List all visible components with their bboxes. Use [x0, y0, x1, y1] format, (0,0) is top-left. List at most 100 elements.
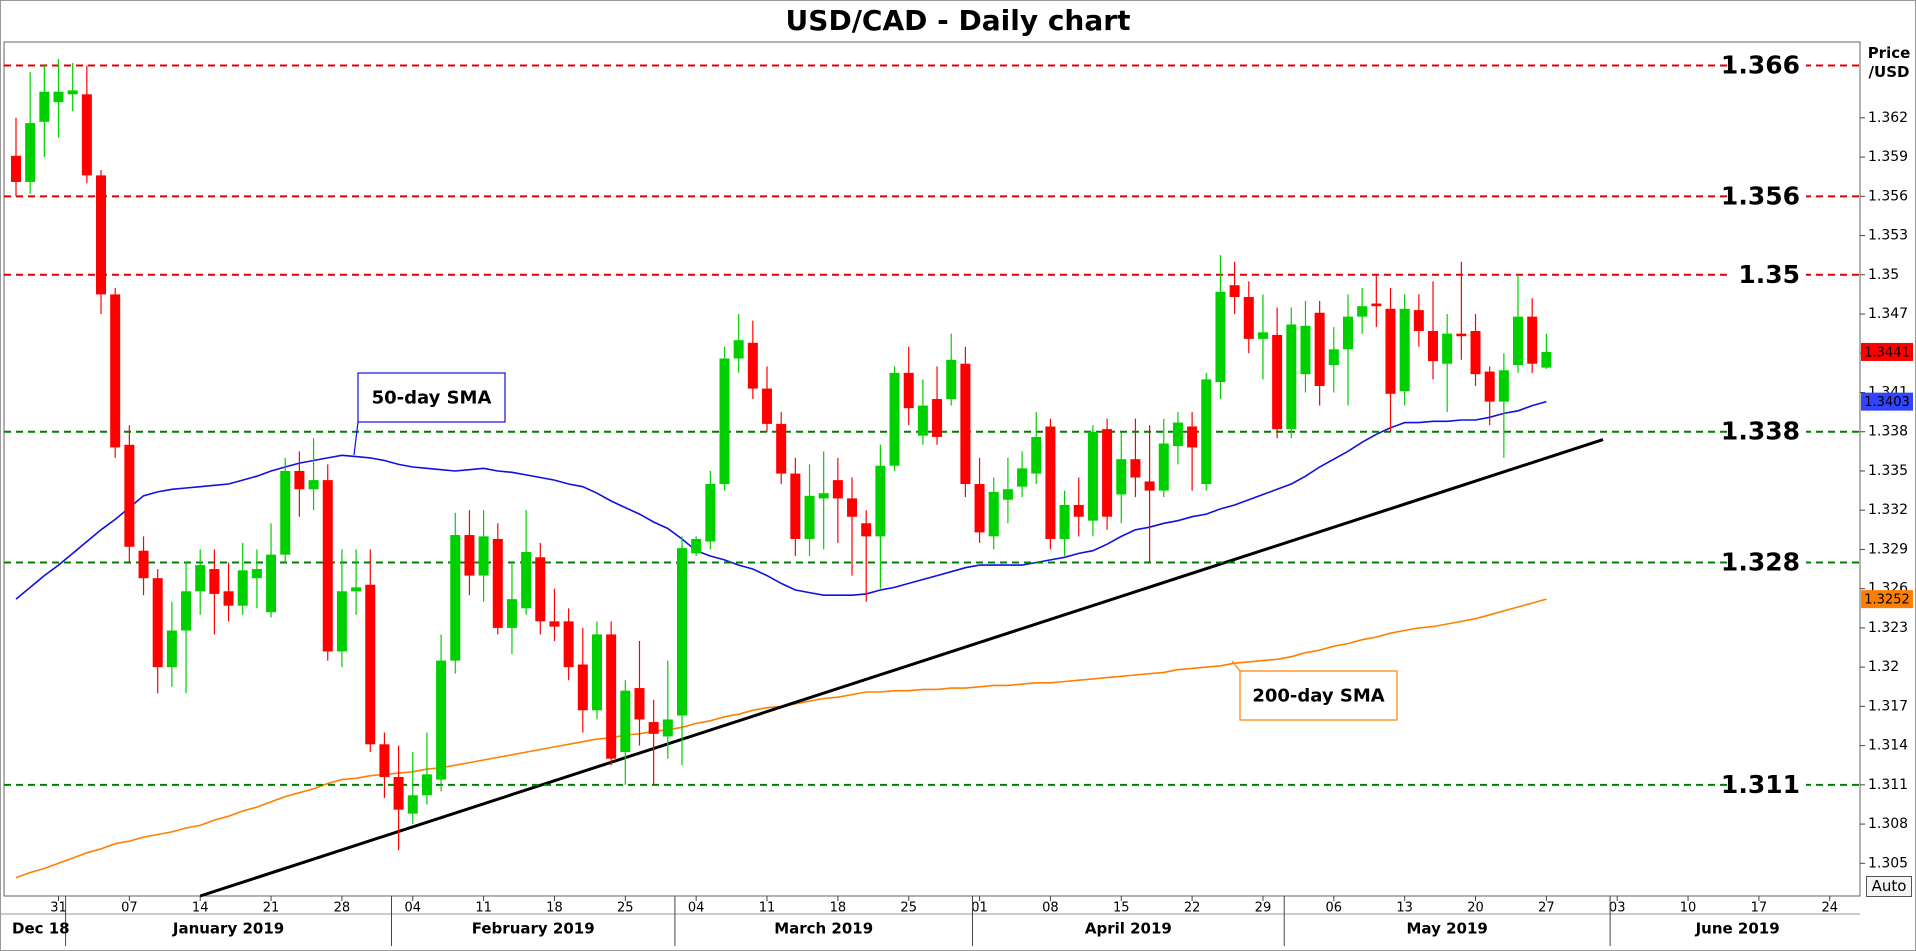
candle-body	[1413, 310, 1424, 332]
y-tick-label: 1.323	[1868, 620, 1908, 636]
candle-body	[974, 484, 985, 533]
candle-body	[691, 538, 702, 554]
candle-body	[11, 155, 21, 182]
candle-body	[1229, 285, 1240, 298]
x-tick-label: 03	[1609, 901, 1626, 916]
price-tag	[1861, 342, 1913, 361]
month-label: June 2019	[1695, 920, 1780, 938]
x-tick-label: 20	[1467, 901, 1484, 916]
candle-body	[620, 690, 631, 753]
candle-body	[1428, 331, 1438, 362]
candle-body	[1399, 308, 1410, 392]
candle-body	[648, 722, 659, 734]
y-tick-label: 1.317	[1868, 698, 1908, 714]
candle-body	[294, 470, 305, 490]
candle-body	[138, 550, 149, 579]
x-tick-label: 27	[1538, 901, 1555, 916]
candle-body	[124, 444, 135, 547]
level-label-bg	[1728, 770, 1806, 799]
plot-area	[3, 41, 1861, 897]
candle-body	[1470, 331, 1481, 375]
y-tick-label: 1.332	[1868, 502, 1908, 518]
candle-body	[223, 591, 234, 606]
y-tick-label: 1.308	[1868, 816, 1908, 832]
candle-body	[237, 570, 248, 606]
candle-body	[591, 634, 602, 711]
candle-body	[790, 473, 801, 539]
month-label: January 2019	[172, 920, 284, 938]
candle-body	[1172, 422, 1183, 447]
trendline	[199, 438, 1604, 898]
candle-body	[1371, 303, 1382, 307]
candle-body	[53, 91, 64, 103]
candle-body	[67, 90, 78, 95]
candle-body	[932, 399, 943, 437]
candle-body	[280, 470, 291, 555]
candle-body	[1498, 370, 1509, 402]
price-tag-label: 1.3252	[1864, 593, 1910, 608]
y-tick-label: 1.314	[1868, 738, 1908, 754]
candle-body	[521, 552, 532, 609]
candle-body	[1130, 459, 1141, 478]
y-tick-label: 1.305	[1868, 855, 1908, 871]
candle-body	[804, 495, 815, 539]
candle-body	[634, 688, 645, 720]
candle-body	[917, 405, 928, 436]
candle-body	[875, 465, 886, 537]
candle-body	[407, 795, 418, 814]
candle-body	[549, 621, 560, 627]
y-tick-label: 1.359	[1868, 149, 1908, 165]
x-tick-label: 31	[50, 901, 67, 916]
candle-body	[676, 548, 687, 716]
candle-body	[776, 423, 787, 474]
y-axis-label: Price /USD	[1867, 44, 1911, 81]
candle-body	[861, 523, 872, 537]
y-tick-label: 1.329	[1868, 541, 1908, 557]
candle-body	[450, 535, 461, 661]
candle-body	[1215, 291, 1226, 383]
candle-body	[39, 91, 50, 122]
candle-body	[903, 372, 914, 409]
level-label-bg	[1728, 260, 1806, 289]
candle-body	[1116, 459, 1127, 495]
y-tick-label: 1.362	[1868, 110, 1908, 126]
candle-body	[365, 584, 376, 745]
candle-body	[1158, 443, 1169, 491]
candle-body	[379, 744, 390, 777]
candle-body	[563, 621, 574, 668]
x-tick-label: 25	[900, 901, 917, 916]
candle-body	[1144, 481, 1155, 491]
candle-body	[1442, 333, 1453, 364]
auto-button[interactable]: Auto	[1866, 876, 1912, 897]
candle-body	[1342, 316, 1353, 350]
level-label: 1.366	[1721, 51, 1800, 80]
candle-body	[733, 340, 744, 359]
candle-body	[1257, 332, 1268, 339]
x-tick-label: 15	[1113, 901, 1130, 916]
chart-title: USD/CAD - Daily chart	[786, 4, 1131, 37]
level-label: 1.35	[1738, 260, 1800, 289]
x-tick-label: 24	[1821, 901, 1838, 916]
candle-body	[818, 493, 829, 499]
price-tag	[1861, 590, 1913, 609]
candle-body	[322, 480, 333, 652]
candle-body	[960, 363, 971, 485]
candle-body	[464, 535, 475, 576]
candle-body	[1201, 379, 1212, 485]
candle-body	[1527, 316, 1538, 364]
candle-body	[436, 660, 447, 780]
price-tag-label: 1.3441	[1864, 345, 1910, 360]
candle-body	[421, 774, 432, 796]
candle-body	[889, 372, 900, 466]
x-tick-label: 18	[546, 901, 563, 916]
x-tick-label: 06	[1326, 901, 1343, 916]
level-label-bg	[1728, 182, 1806, 211]
candle-body	[946, 359, 957, 400]
price-tag	[1861, 392, 1913, 411]
candle-body	[152, 578, 163, 668]
annotation-label: 50-day SMA	[372, 388, 492, 409]
level-label: 1.328	[1721, 548, 1800, 577]
candle-body	[209, 569, 220, 594]
x-tick-label: 08	[1042, 901, 1059, 916]
